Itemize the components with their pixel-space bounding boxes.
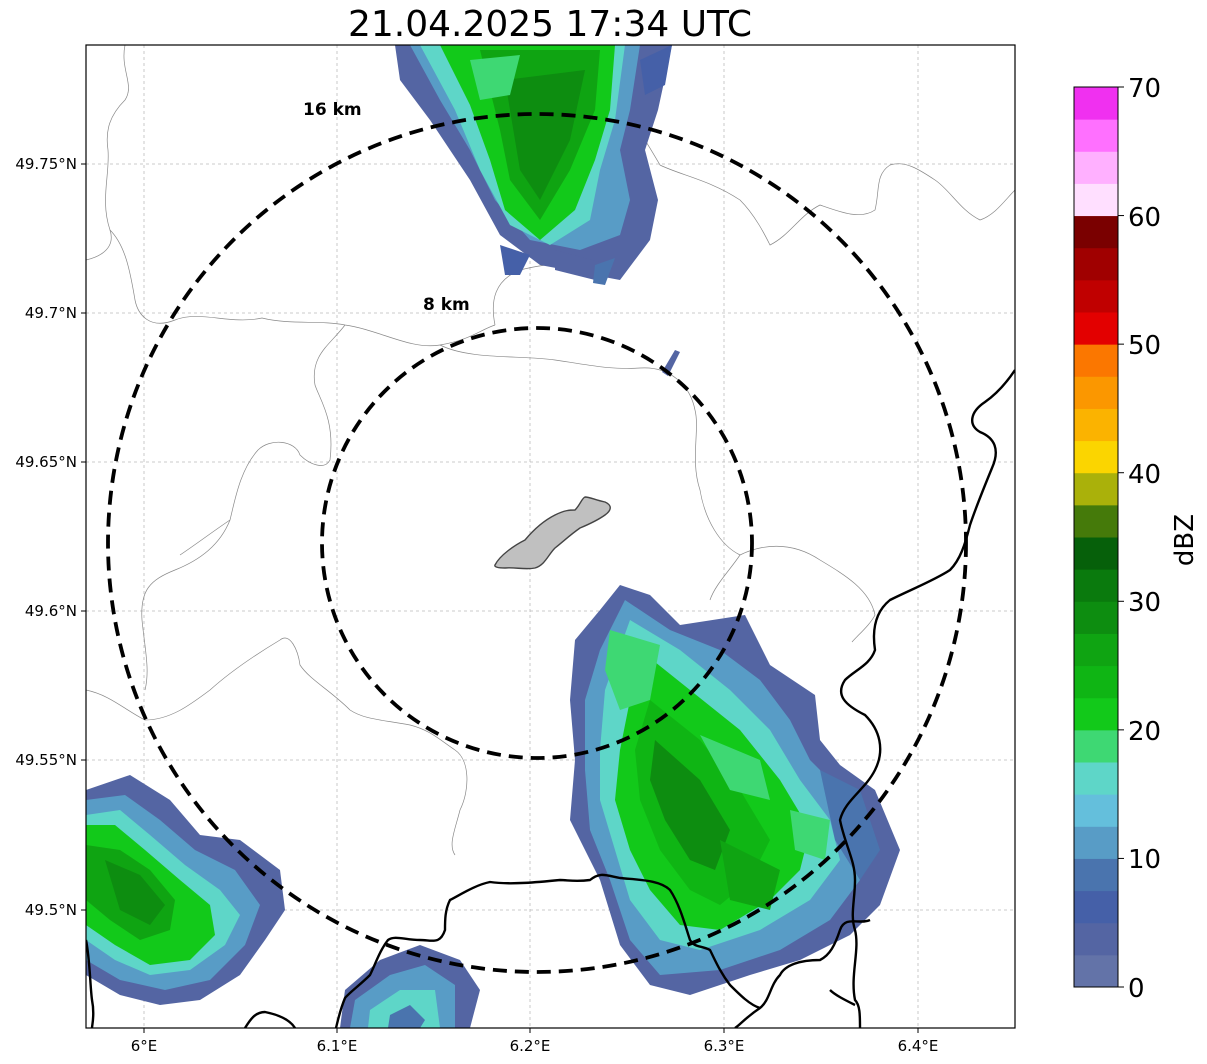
- lat-tick-label: 49.65°N: [15, 453, 77, 471]
- colorbar-segment: [1074, 633, 1118, 667]
- colorbar-segment: [1074, 215, 1118, 249]
- lon-tick-label: 6.2°E: [510, 1037, 551, 1055]
- colorbar-segment: [1074, 151, 1118, 184]
- colorbar-tick-label: 20: [1128, 717, 1161, 747]
- colorbar-tick-label: 70: [1128, 74, 1161, 104]
- colorbar-segment: [1074, 183, 1118, 217]
- lat-tick-label: 49.7°N: [25, 304, 77, 322]
- lon-axis: 6°E 6.1°E 6.2°E 6.3°E 6.4°E: [131, 1028, 939, 1055]
- colorbar-tick-label: 10: [1128, 845, 1161, 875]
- colorbar-segment: [1074, 279, 1118, 313]
- colorbar-segment: [1074, 537, 1118, 570]
- colorbar-tick-label: 60: [1128, 203, 1161, 233]
- colorbar-tick-label: 40: [1128, 460, 1161, 490]
- colorbar-segment: [1074, 794, 1118, 827]
- lat-tick-label: 49.5°N: [25, 901, 77, 919]
- colorbar-segment: [1074, 890, 1118, 924]
- echo-cluster-southeast: [570, 585, 900, 995]
- lat-tick-label: 49.55°N: [15, 751, 77, 769]
- echo-cluster-southwest: [86, 775, 285, 1005]
- colorbar-segment: [1074, 922, 1118, 956]
- colorbar-segment: [1074, 119, 1118, 152]
- colorbar-segment: [1074, 87, 1118, 120]
- colorbar-segment: [1074, 826, 1118, 859]
- colorbar-segment: [1074, 376, 1118, 409]
- colorbar-segment: [1074, 858, 1118, 892]
- colorbar-tick-label: 30: [1128, 588, 1161, 618]
- colorbar-segment: [1074, 665, 1118, 699]
- range-ring-16km-label: 16 km: [303, 100, 362, 120]
- lon-tick-label: 6.3°E: [704, 1037, 745, 1055]
- municipal-boundaries: [86, 45, 1015, 856]
- lon-tick-label: 6.4°E: [898, 1037, 939, 1055]
- colorbar-segment: [1074, 954, 1118, 988]
- lat-axis: 49.75°N 49.7°N 49.65°N 49.6°N 49.55°N 49…: [15, 155, 86, 919]
- colorbar-segment: [1074, 569, 1118, 602]
- map-title: 21.04.2025 17:34 UTC: [347, 4, 753, 45]
- lon-tick-label: 6.1°E: [317, 1037, 358, 1055]
- colorbar-segment: [1074, 408, 1118, 442]
- colorbar-segment: [1074, 247, 1118, 281]
- colorbar-segment: [1074, 601, 1118, 634]
- lat-tick-label: 49.6°N: [25, 602, 77, 620]
- colorbar-segment: [1074, 697, 1118, 731]
- colorbar-label: dBZ: [1170, 514, 1200, 566]
- map-frame: [85, 44, 1016, 1029]
- colorbar-segment: [1074, 312, 1118, 345]
- colorbar-tick-label: 50: [1128, 331, 1161, 361]
- colorbar-frame: [1073, 86, 1119, 988]
- colorbar-ticks: 70 60 50 40 30 20 10 0: [1128, 74, 1161, 1004]
- range-ring-8km-label: 8 km: [423, 295, 470, 315]
- range-ring-16km: [106, 112, 968, 974]
- colorbar-segment: [1074, 472, 1118, 506]
- colorbar-segment: [1074, 440, 1118, 474]
- lat-tick-label: 49.75°N: [15, 155, 77, 173]
- colorbar-segment: [1074, 344, 1118, 377]
- colorbar-tick-label: 0: [1128, 974, 1145, 1004]
- colorbar: [1073, 86, 1124, 988]
- colorbar-segment: [1074, 762, 1118, 795]
- national-border: [86, 369, 1015, 1028]
- colorbar-segment: [1074, 504, 1118, 538]
- city-outline: [494, 496, 611, 570]
- lon-tick-label: 6°E: [131, 1037, 158, 1055]
- range-ring-8km: [320, 326, 754, 760]
- radar-echoes: [86, 45, 900, 1028]
- echo-cluster-north: [395, 45, 672, 285]
- colorbar-segment: [1074, 729, 1118, 763]
